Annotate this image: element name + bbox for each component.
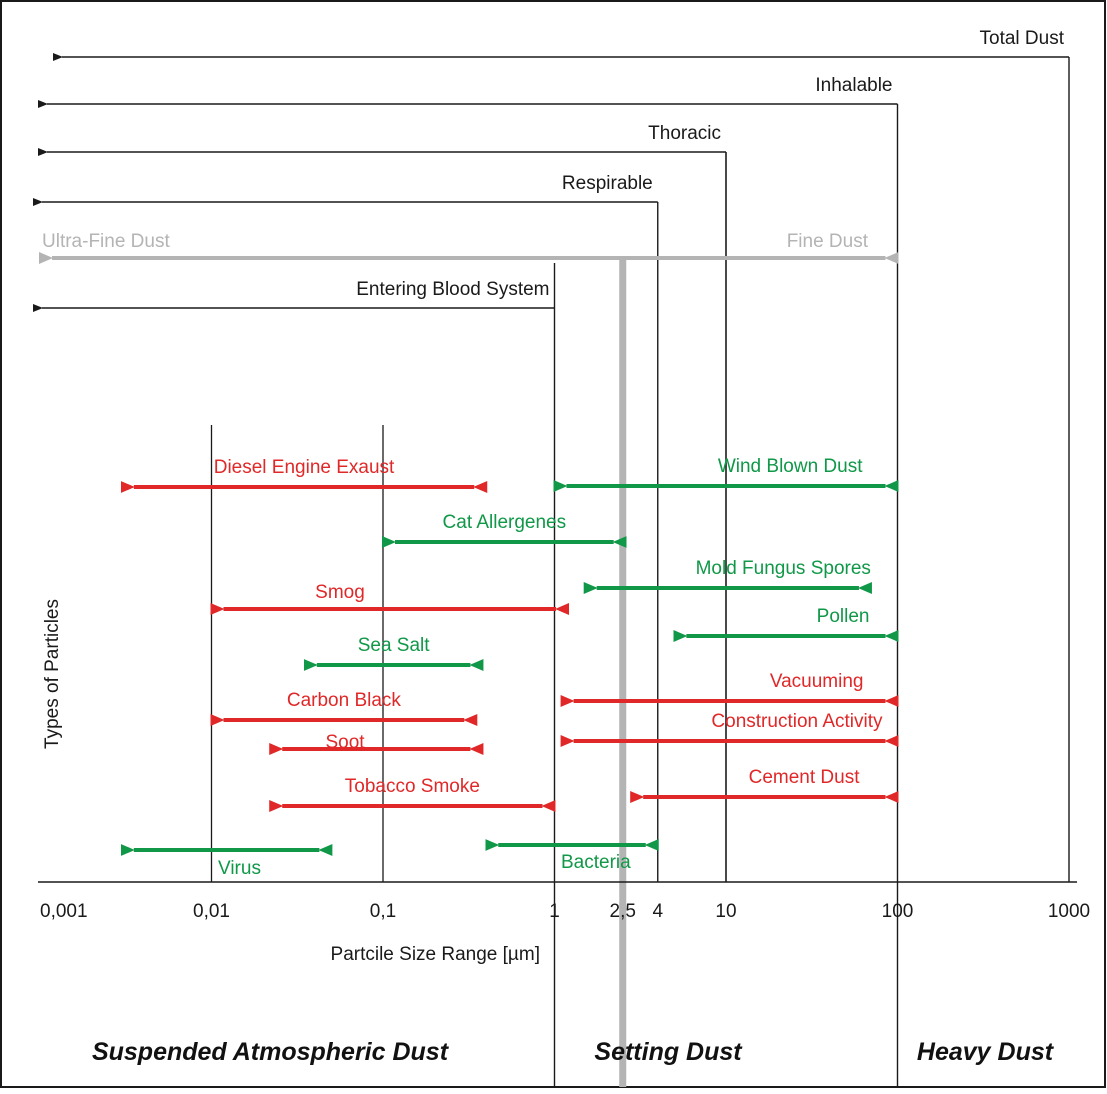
range-label-construction-activity: Construction Activity <box>711 711 883 732</box>
ultra-fine-dust-label: Ultra-Fine Dust <box>42 231 170 252</box>
range-label-soot: Soot <box>325 732 365 753</box>
range-label-vacuuming: Vacuuming <box>770 671 864 692</box>
x-tick-label-1000: 1000 <box>1048 901 1090 922</box>
fraction-label-thoracic: Thoracic <box>648 123 721 144</box>
x-tick-label-0-1: 0,1 <box>370 901 396 922</box>
range-label-tobacco-smoke: Tobacco Smoke <box>345 776 480 797</box>
range-label-diesel-engine-exaust: Diesel Engine Exaust <box>214 457 395 478</box>
range-label-virus: Virus <box>218 858 261 879</box>
x-tick-label-100: 100 <box>882 901 914 922</box>
x-axis-title: Partcile Size Range [µm] <box>331 944 540 965</box>
x-tick-label-0-001: 0,001 <box>40 901 88 922</box>
range-label-carbon-black: Carbon Black <box>287 690 402 711</box>
region-label-suspended-atmospheric-dust: Suspended Atmospheric Dust <box>92 1038 450 1066</box>
range-label-cat-allergenes: Cat Allergenes <box>443 512 567 533</box>
fraction-label-total-dust: Total Dust <box>980 28 1065 49</box>
fraction-label-entering-blood-system: Entering Blood System <box>356 279 549 300</box>
range-label-mold-fungus-spores: Mold Fungus Spores <box>696 558 871 579</box>
range-label-sea-salt: Sea Salt <box>358 635 431 656</box>
region-label-setting-dust: Setting Dust <box>594 1038 743 1066</box>
y-axis-title: Types of Particles <box>42 599 63 749</box>
range-label-cement-dust: Cement Dust <box>749 767 861 788</box>
fine-dust-label: Fine Dust <box>787 231 869 252</box>
x-tick-label-1: 1 <box>549 901 560 922</box>
x-tick-label-10: 10 <box>715 901 736 922</box>
range-label-smog: Smog <box>315 582 365 603</box>
x-tick-label-4: 4 <box>652 901 663 922</box>
fraction-label-respirable: Respirable <box>562 173 653 194</box>
range-label-bacteria: Bacteria <box>561 852 631 873</box>
x-tick-label-0-01: 0,01 <box>193 901 230 922</box>
range-label-wind-blown-dust: Wind Blown Dust <box>718 456 863 477</box>
x-tick-label-2-5: 2,5 <box>610 901 636 922</box>
range-label-pollen: Pollen <box>817 606 870 627</box>
fraction-label-inhalable: Inhalable <box>815 75 892 96</box>
region-label-heavy-dust: Heavy Dust <box>917 1038 1055 1066</box>
